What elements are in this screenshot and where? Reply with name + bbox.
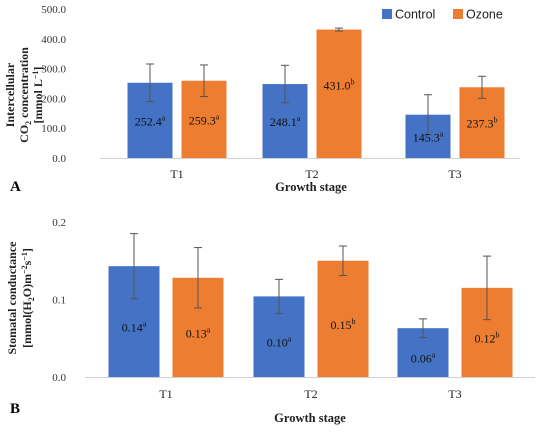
legend-label-ozone: Ozone: [466, 8, 503, 22]
error-bar: [194, 247, 202, 309]
y-tick-label-a: 300.0: [41, 64, 66, 76]
y-axis-title-a-line2: CO2 concentration: [17, 47, 33, 143]
data-label: 259.3a: [189, 112, 220, 127]
y-tick-label-a: 400.0: [41, 34, 66, 46]
y-axis-title-b-line2: [mmol(H2O)m−2s−1]: [20, 248, 36, 348]
bar-ozone-t2-b: [317, 260, 369, 377]
legend-swatch-ozone: [453, 9, 463, 19]
panel-label-a: A: [10, 179, 21, 195]
y-tick-label-a: 100.0: [41, 123, 66, 135]
data-label: 237.3b: [467, 116, 498, 131]
x-tick-label-b: T1: [159, 387, 172, 401]
data-label: 0.06a: [411, 351, 436, 366]
y-tick-label-a: 500.0: [41, 4, 66, 16]
error-bar: [478, 75, 486, 99]
error-bar: [146, 63, 154, 103]
error-bar: [130, 233, 138, 300]
x-axis-title-a: Growth stage: [275, 180, 347, 194]
legend-label-control: Control: [395, 8, 435, 22]
error-bar: [275, 278, 283, 314]
y-tick-label-b: 0.1: [52, 295, 66, 307]
y-axis-title-a-line1: Intercellular: [3, 62, 17, 127]
y-axis-title-a: Intercellular CO2 concentration [mmol L−…: [3, 47, 45, 143]
data-label: 0.13a: [186, 325, 211, 340]
x-tick-label-a: T3: [448, 167, 461, 181]
y-axis-title-b-line1: Stomatal conductance: [5, 241, 19, 355]
chart-panel-a: A Intercellular CO2 concentration [mmol …: [3, 4, 520, 195]
error-bar: [419, 318, 427, 338]
x-tick-label-b: T2: [304, 387, 317, 401]
y-tick-label-b: 0.2: [52, 217, 66, 229]
error-bar: [424, 94, 432, 136]
error-bar: [335, 27, 343, 32]
y-tick-label-a: 200.0: [41, 93, 66, 105]
data-label: 0.10a: [267, 335, 292, 350]
x-axis-title-b: Growth stage: [274, 411, 346, 425]
data-label: 248.1a: [270, 114, 301, 129]
error-bar: [483, 255, 491, 321]
y-tick-label-b: 0.0: [52, 372, 66, 384]
chart-panel-b: B Stomatal conductance [mmol(H2O)m−2s−1]…: [5, 217, 535, 425]
y-tick-label-a: 0.0: [52, 153, 66, 165]
y-axis-title-b: Stomatal conductance [mmol(H2O)m−2s−1]: [5, 241, 36, 355]
data-label: 431.0b: [324, 78, 355, 93]
error-bar: [200, 64, 208, 98]
panel-label-b: B: [10, 401, 20, 417]
y-axis-title-a-line3: [mmol L−1]: [31, 67, 45, 124]
error-bar: [339, 245, 347, 276]
x-tick-label-b: T3: [448, 387, 461, 401]
data-label: 0.14a: [122, 320, 147, 335]
x-tick-label-a: T2: [305, 167, 318, 181]
data-label: 0.15b: [331, 317, 356, 332]
legend: Control Ozone: [382, 8, 503, 22]
x-tick-label-a: T1: [170, 167, 183, 181]
error-bar: [281, 64, 289, 104]
legend-swatch-control: [382, 9, 392, 19]
bar-ozone-t2-a: [316, 29, 362, 159]
bar-ozone-t3-a: [459, 87, 505, 158]
data-label: 145.3a: [413, 129, 444, 144]
data-label: 0.12b: [475, 330, 500, 345]
data-label: 252.4a: [135, 113, 166, 128]
